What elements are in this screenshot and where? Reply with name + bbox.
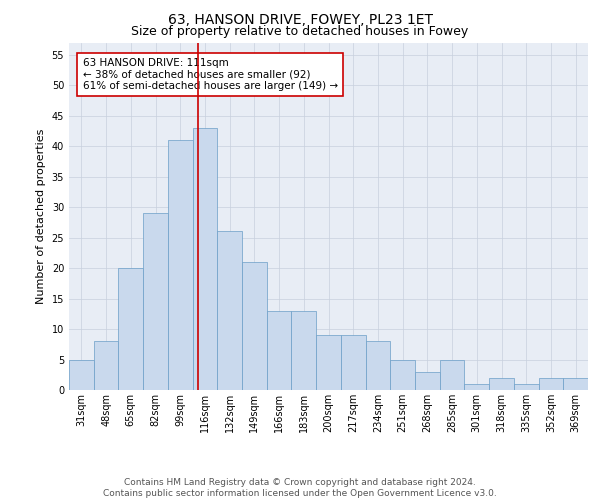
Bar	[440, 360, 464, 390]
Bar	[341, 335, 365, 390]
Bar	[69, 360, 94, 390]
Text: 63 HANSON DRIVE: 111sqm
← 38% of detached houses are smaller (92)
61% of semi-de: 63 HANSON DRIVE: 111sqm ← 38% of detache…	[83, 58, 338, 91]
Text: 63, HANSON DRIVE, FOWEY, PL23 1ET: 63, HANSON DRIVE, FOWEY, PL23 1ET	[167, 12, 433, 26]
Text: Contains HM Land Registry data © Crown copyright and database right 2024.
Contai: Contains HM Land Registry data © Crown c…	[103, 478, 497, 498]
Bar	[489, 378, 514, 390]
Bar	[267, 310, 292, 390]
Bar	[168, 140, 193, 390]
Bar	[118, 268, 143, 390]
Bar	[539, 378, 563, 390]
Bar	[217, 232, 242, 390]
Bar	[415, 372, 440, 390]
Bar	[464, 384, 489, 390]
Bar	[94, 341, 118, 390]
Bar	[563, 378, 588, 390]
Bar	[316, 335, 341, 390]
Bar	[365, 341, 390, 390]
Bar	[514, 384, 539, 390]
Bar	[292, 310, 316, 390]
Bar	[242, 262, 267, 390]
Bar	[390, 360, 415, 390]
Y-axis label: Number of detached properties: Number of detached properties	[36, 128, 46, 304]
Bar	[193, 128, 217, 390]
Text: Size of property relative to detached houses in Fowey: Size of property relative to detached ho…	[131, 25, 469, 38]
Bar	[143, 213, 168, 390]
